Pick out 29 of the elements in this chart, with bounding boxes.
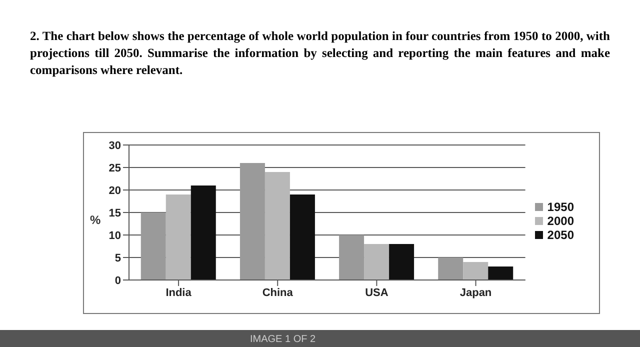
bar xyxy=(166,194,191,280)
legend-label: 2050 xyxy=(547,228,574,242)
y-axis-title: % xyxy=(90,213,101,227)
y-tick-label: 20 xyxy=(108,184,121,197)
bar xyxy=(290,194,315,280)
y-tick-label: 10 xyxy=(108,230,121,242)
x-tick-label: USA xyxy=(365,286,388,299)
y-tick-label: 5 xyxy=(114,252,121,264)
bar xyxy=(364,244,390,280)
y-tick-label: 15 xyxy=(108,207,121,220)
bar xyxy=(140,212,166,280)
x-tick-label: Japan xyxy=(460,286,492,299)
bar xyxy=(190,186,216,280)
bar xyxy=(339,235,364,280)
legend-label: 1950 xyxy=(547,200,574,214)
x-tick-label: China xyxy=(262,286,294,299)
y-tick-label: 0 xyxy=(114,274,121,287)
y-tick-label: 25 xyxy=(108,162,121,174)
bar xyxy=(438,258,464,280)
bar xyxy=(463,262,488,280)
bar xyxy=(488,266,514,280)
text: IMAGE 1 OF 2 xyxy=(250,334,316,345)
chart-title: 2. The chart below shows the percentage of whole world population in four countries from 1950 to 2000, with projections till 2050. Summarise the information by selecting and reporting the main features and make comparisons where relevant. xyxy=(30,28,610,79)
legend-label: 2000 xyxy=(547,214,574,228)
bar xyxy=(240,163,265,280)
bar xyxy=(264,172,290,280)
x-tick-label: India xyxy=(166,286,192,299)
y-tick-label: 30 xyxy=(108,140,121,152)
bar xyxy=(389,244,414,280)
